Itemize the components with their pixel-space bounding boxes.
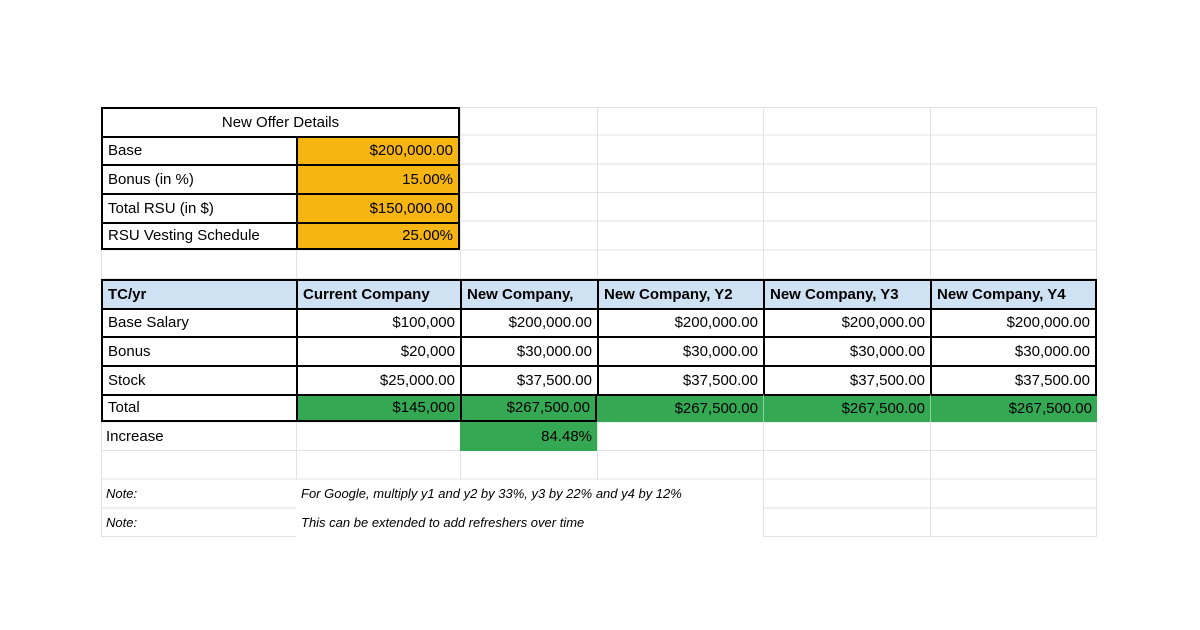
header-new-company-y4[interactable]: New Company, Y4	[930, 279, 1097, 308]
row-stock-new-y2[interactable]: $37,500.00	[597, 365, 763, 394]
increase-label[interactable]: Increase	[106, 428, 164, 446]
header-tc-yr[interactable]: TC/yr	[101, 279, 296, 308]
offer-row-value-vesting[interactable]: 25.00%	[296, 221, 460, 251]
row-bonus-current[interactable]: $20,000	[296, 336, 460, 365]
row-stock-new-y4[interactable]: $37,500.00	[930, 365, 1097, 394]
header-new-company-y3[interactable]: New Company, Y3	[763, 279, 930, 308]
row-total-label[interactable]: Total	[101, 393, 296, 423]
row-total-new-y1[interactable]: $267,500.00	[460, 393, 597, 423]
header-new-company-y2[interactable]: New Company, Y2	[597, 279, 763, 308]
sheet-grid: New Offer Details Base $200,000.00 Bonus…	[101, 107, 1097, 537]
row-base-salary-new-y1[interactable]: $200,000.00	[460, 307, 597, 337]
row-bonus-label[interactable]: Bonus	[101, 336, 296, 365]
row-base-salary-new-y3[interactable]: $200,000.00	[763, 307, 930, 337]
note-1-label[interactable]: Note:	[106, 486, 138, 502]
row-stock-label[interactable]: Stock	[101, 365, 296, 394]
row-bonus-new-y1[interactable]: $30,000.00	[460, 336, 597, 365]
offer-row-label-rsu[interactable]: Total RSU (in $)	[101, 193, 296, 222]
note-2-text[interactable]: This can be extended to add refreshers o…	[296, 508, 763, 537]
row-base-salary-new-y2[interactable]: $200,000.00	[597, 307, 763, 337]
row-total-new-y2[interactable]: $267,500.00	[597, 393, 763, 423]
offer-row-label-bonus[interactable]: Bonus (in %)	[101, 164, 296, 193]
offer-row-value-base[interactable]: $200,000.00	[296, 135, 460, 165]
row-stock-new-y3[interactable]: $37,500.00	[763, 365, 930, 394]
row-base-salary-new-y4[interactable]: $200,000.00	[930, 307, 1097, 337]
row-stock-new-y1[interactable]: $37,500.00	[460, 365, 597, 394]
row-total-new-y3[interactable]: $267,500.00	[763, 393, 930, 423]
offer-table-title[interactable]: New Offer Details	[101, 107, 460, 136]
row-bonus-new-y4[interactable]: $30,000.00	[930, 336, 1097, 365]
header-new-company-y1[interactable]: New Company,	[460, 279, 597, 308]
row-stock-current[interactable]: $25,000.00	[296, 365, 460, 394]
offer-row-label-base[interactable]: Base	[101, 135, 296, 165]
increase-value[interactable]: 84.48%	[460, 422, 597, 451]
row-total-new-y4[interactable]: $267,500.00	[930, 393, 1097, 423]
row-bonus-new-y2[interactable]: $30,000.00	[597, 336, 763, 365]
offer-row-value-bonus[interactable]: 15.00%	[296, 164, 460, 193]
row-bonus-new-y3[interactable]: $30,000.00	[763, 336, 930, 365]
row-base-salary-label[interactable]: Base Salary	[101, 307, 296, 337]
header-current-company[interactable]: Current Company	[296, 279, 460, 308]
note-1-text[interactable]: For Google, multiply y1 and y2 by 33%, y…	[296, 479, 763, 509]
offer-row-label-vesting[interactable]: RSU Vesting Schedule	[101, 221, 296, 251]
row-total-current[interactable]: $145,000	[296, 393, 460, 423]
row-base-salary-current[interactable]: $100,000	[296, 307, 460, 337]
offer-row-value-rsu[interactable]: $150,000.00	[296, 193, 460, 222]
note-2-label[interactable]: Note:	[106, 515, 138, 531]
